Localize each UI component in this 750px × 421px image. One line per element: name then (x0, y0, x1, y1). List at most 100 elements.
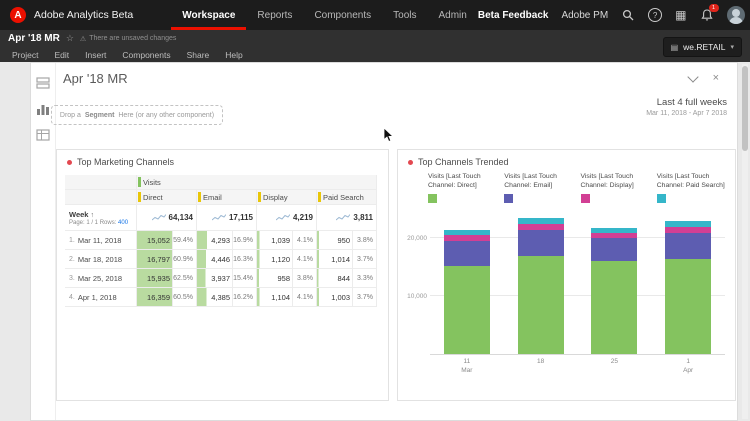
stacked-bar[interactable] (517, 209, 564, 354)
help-icon[interactable]: ? (648, 8, 663, 22)
date-range[interactable]: Last 4 full weeks Mar 11, 2018 - Apr 7 2… (646, 97, 727, 117)
stacked-bar[interactable] (591, 209, 638, 354)
metric-value-cell[interactable]: 16,797 (137, 250, 173, 269)
row-header-cell[interactable]: 4. Apr 1, 2018 (65, 288, 137, 307)
menu-components[interactable]: Components (122, 49, 171, 60)
legend-item[interactable]: Visits [Last Touch Channel: Display] (580, 173, 651, 203)
menu-edit[interactable]: Edit (54, 49, 70, 60)
column-total-cell[interactable]: 64,134 (137, 205, 197, 231)
legend-item[interactable]: Visits [Last Touch Channel: Paid Search] (656, 173, 727, 203)
metric-value-cell[interactable]: 844 (317, 269, 353, 288)
metric-value-cell[interactable]: 950 (317, 231, 353, 250)
metric-percent-cell[interactable]: 16.3% (233, 250, 257, 269)
bar-segment[interactable] (591, 227, 638, 233)
bar-segment[interactable] (517, 230, 564, 257)
bar-segment[interactable] (665, 258, 712, 354)
bar-segment[interactable] (443, 229, 490, 236)
metric-percent-cell[interactable]: 16.9% (233, 231, 257, 250)
metric-value-cell[interactable]: 958 (257, 269, 293, 288)
metric-value-cell[interactable]: 15,052 (137, 231, 173, 250)
bar-segment[interactable] (591, 238, 638, 262)
column-header-display[interactable]: Display (257, 190, 317, 205)
row-header-cell[interactable]: 1. Mar 11, 2018 (65, 231, 137, 250)
bar-segment[interactable] (517, 223, 564, 231)
metric-value-cell[interactable]: 15,935 (137, 269, 173, 288)
app-switcher-icon[interactable]: ▦ (675, 8, 687, 22)
metric-value-cell[interactable]: 3,937 (197, 269, 233, 288)
metric-value-cell[interactable]: 1,003 (317, 288, 353, 307)
sort-ascending-icon[interactable]: ↑ (90, 211, 94, 219)
column-total-cell[interactable]: 4,219 (257, 205, 317, 231)
stacked-bar[interactable] (665, 209, 712, 354)
nav-workspace[interactable]: Workspace (171, 0, 247, 30)
nav-reports[interactable]: Reports (257, 9, 293, 21)
metric-percent-cell[interactable]: 4.1% (293, 288, 317, 307)
bar-segment[interactable] (591, 261, 638, 354)
metric-header-visits[interactable]: Visits (137, 175, 377, 190)
stacked-bar[interactable] (443, 209, 490, 354)
table-row[interactable]: 2. Mar 18, 2018 16,797 60.9% 4,446 16.3% 1,120… (65, 250, 380, 269)
metric-percent-cell[interactable]: 3.8% (353, 231, 377, 250)
bar-segment[interactable] (443, 235, 490, 242)
nav-tools[interactable]: Tools (393, 9, 417, 21)
search-icon[interactable] (621, 8, 635, 22)
vertical-scrollbar[interactable] (742, 64, 748, 419)
menu-help[interactable]: Help (225, 49, 243, 60)
metric-percent-cell[interactable]: 62.5% (173, 269, 197, 288)
collapse-panel-icon[interactable] (686, 71, 699, 83)
bar-segment[interactable] (665, 226, 712, 234)
column-header-paid-search[interactable]: Paid Search (317, 190, 377, 205)
legend-item[interactable]: Visits [Last Touch Channel: Email] (504, 173, 574, 203)
report-suite-selector[interactable]: ▤ we.RETAIL ▾ (662, 37, 742, 57)
components-icon[interactable] (36, 129, 50, 141)
bar-segment[interactable] (443, 241, 490, 267)
nav-components[interactable]: Components (314, 9, 372, 21)
metric-percent-cell[interactable]: 60.5% (173, 288, 197, 307)
notifications-bell-icon[interactable]: 1 (700, 4, 719, 22)
bar-segment[interactable] (517, 218, 564, 224)
beta-feedback-link[interactable]: Beta Feedback (477, 9, 549, 21)
metric-value-cell[interactable]: 4,293 (197, 231, 233, 250)
metric-percent-cell[interactable]: 3.7% (353, 288, 377, 307)
metric-value-cell[interactable]: 4,446 (197, 250, 233, 269)
metric-value-cell[interactable]: 1,104 (257, 288, 293, 307)
metric-value-cell[interactable]: 1,014 (317, 250, 353, 269)
bar-segment[interactable] (665, 221, 712, 227)
legend-item[interactable]: Visits [Last Touch Channel: Direct] (428, 173, 498, 203)
column-header-email[interactable]: Email (197, 190, 257, 205)
scrollbar-thumb[interactable] (742, 66, 748, 151)
menu-insert[interactable]: Insert (85, 49, 107, 60)
bar-segment[interactable] (665, 233, 712, 259)
nav-admin[interactable]: Admin (438, 9, 467, 21)
metric-percent-cell[interactable]: 3.7% (353, 250, 377, 269)
menu-project[interactable]: Project (12, 49, 39, 60)
column-total-cell[interactable]: 17,115 (197, 205, 257, 231)
table-row[interactable]: 4. Apr 1, 2018 16,359 60.5% 4,385 16.2% 1,104 4… (65, 288, 380, 307)
table-row[interactable]: 1. Mar 11, 2018 15,052 59.4% 4,293 16.9% 1,039… (65, 231, 380, 250)
bar-segment[interactable] (591, 232, 638, 239)
panels-icon[interactable] (36, 77, 50, 89)
metric-value-cell[interactable]: 1,039 (257, 231, 293, 250)
metric-percent-cell[interactable]: 60.9% (173, 250, 197, 269)
column-header-direct[interactable]: Direct (137, 190, 197, 205)
metric-percent-cell[interactable]: 3.8% (293, 269, 317, 288)
metric-percent-cell[interactable]: 16.2% (233, 288, 257, 307)
bar-segment[interactable] (517, 256, 564, 354)
adobe-logo[interactable]: A (10, 7, 26, 23)
metric-percent-cell[interactable]: 15.4% (233, 269, 257, 288)
user-avatar[interactable] (726, 6, 745, 24)
row-dimension-header[interactable]: Week ↑ Page: 1 / 1 Rows: 400 (65, 205, 137, 231)
close-panel-icon[interactable]: × (712, 72, 719, 84)
table-pager[interactable]: Page: 1 / 1 Rows: 400 (69, 219, 129, 226)
metric-percent-cell[interactable]: 4.1% (293, 250, 317, 269)
metric-value-cell[interactable]: 4,385 (197, 288, 233, 307)
favorite-star-icon[interactable]: ☆ (65, 33, 74, 43)
row-header-cell[interactable]: 2. Mar 18, 2018 (65, 250, 137, 269)
metric-value-cell[interactable]: 1,120 (257, 250, 293, 269)
segment-drop-zone[interactable]: Drop a Segment Here (or any other compon… (51, 105, 223, 125)
bar-segment[interactable] (443, 266, 490, 354)
metric-percent-cell[interactable]: 4.1% (293, 231, 317, 250)
metric-percent-cell[interactable]: 59.4% (173, 231, 197, 250)
metric-percent-cell[interactable]: 3.3% (353, 269, 377, 288)
menu-share[interactable]: Share (186, 49, 210, 60)
